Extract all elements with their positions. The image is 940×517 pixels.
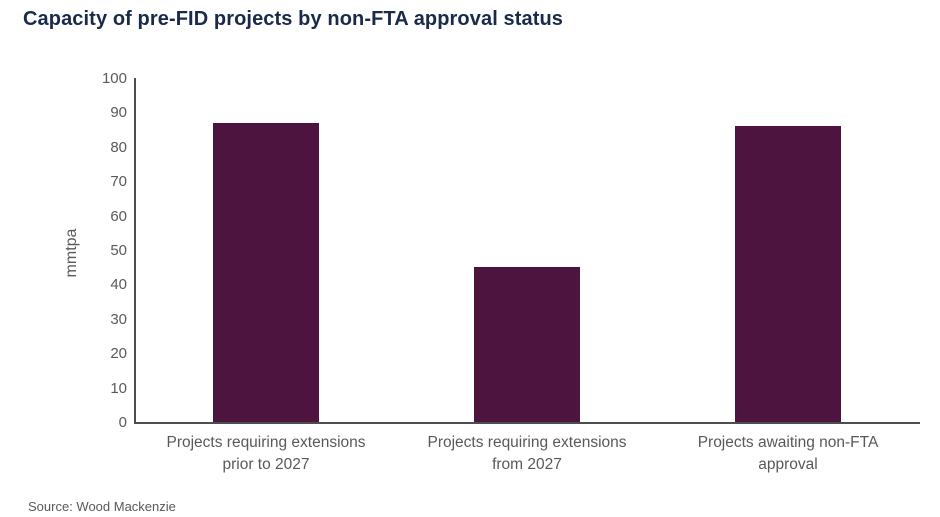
y-tick-label: 100 xyxy=(101,70,127,87)
bar-1 xyxy=(213,123,319,422)
x-category-label: Projects requiring extensions prior to 20… xyxy=(116,432,416,476)
x-axis-line xyxy=(134,422,920,424)
y-axis-line xyxy=(134,78,136,424)
x-category-label-line: from 2027 xyxy=(492,456,562,473)
x-category-label-line: Projects awaiting non-FTA xyxy=(697,434,879,451)
y-tick-label: 20 xyxy=(110,345,127,363)
x-category-label-line: Projects requiring extensions xyxy=(427,434,627,451)
chart-title: Capacity of pre-FID projects by non-FTA … xyxy=(23,8,564,30)
y-tick-label: 50 xyxy=(110,242,127,259)
y-tick-label: 0 xyxy=(118,414,127,431)
x-category-label-line: Projects requiring extensions xyxy=(166,434,366,451)
y-tick-label: 70 xyxy=(110,173,127,191)
x-category-label-line: prior to 2027 xyxy=(222,456,310,473)
y-tick-label: 30 xyxy=(110,310,127,328)
y-tick-label: 90 xyxy=(110,104,127,122)
bar-2 xyxy=(474,267,580,422)
y-tick-label: 80 xyxy=(110,138,127,156)
x-category-label: Projects requiring extensions from 2027 xyxy=(377,432,677,476)
y-tick-label: 10 xyxy=(110,379,127,397)
x-category-label-line: approval xyxy=(758,456,818,473)
x-category-label: Projects awaiting non-FTA approval xyxy=(638,432,938,476)
source-note: Source: Wood Mackenzie xyxy=(28,499,176,514)
y-tick-label: 60 xyxy=(110,207,127,225)
y-tick-label: 40 xyxy=(110,276,127,294)
bar-3 xyxy=(735,126,841,422)
